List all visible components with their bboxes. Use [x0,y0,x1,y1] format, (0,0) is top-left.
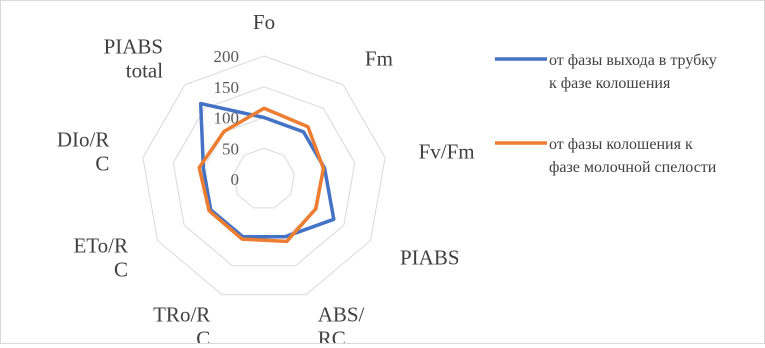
grid-ring [233,147,295,209]
category-label: PIABS [400,246,460,270]
category-label: Fo [253,10,275,34]
category-label: ETo/R C [73,234,128,282]
legend-label-2: от фазы колошения к фазе молочной спелост… [549,136,717,176]
category-label: DIo/R C [57,128,110,176]
category-label: Fv/Fm [419,140,475,164]
category-label: PIABS total [104,35,164,83]
series-line-1 [198,101,336,239]
grid-ring [172,86,356,267]
radar-grid [142,55,386,296]
legend-label-1: от фазы выхода в трубку к фазе колошения [549,52,717,92]
grid-ring [142,55,386,296]
radial-tick-labels: 0 50 100 150 200 [214,47,240,189]
category-labels: Fo Fm Fv/Fm PIABS ABS/RC TRo/R C ETo/R C DIo/R C PI… [57,10,475,348]
category-label: Fm [365,47,393,71]
legend: от фазы выхода в трубку к фазе колошения о… [495,52,717,176]
category-label: TRo/R C [153,303,210,344]
radial-tick-label: 150 [214,78,240,97]
radial-tick-label: 50 [222,139,239,158]
radial-tick-label: 100 [214,109,240,128]
series-line-2 [197,106,326,244]
radial-tick-label: 0 [231,170,240,189]
category-label: ABS/RC [318,303,365,344]
radar-series [197,101,336,244]
radial-tick-label: 200 [214,47,240,66]
